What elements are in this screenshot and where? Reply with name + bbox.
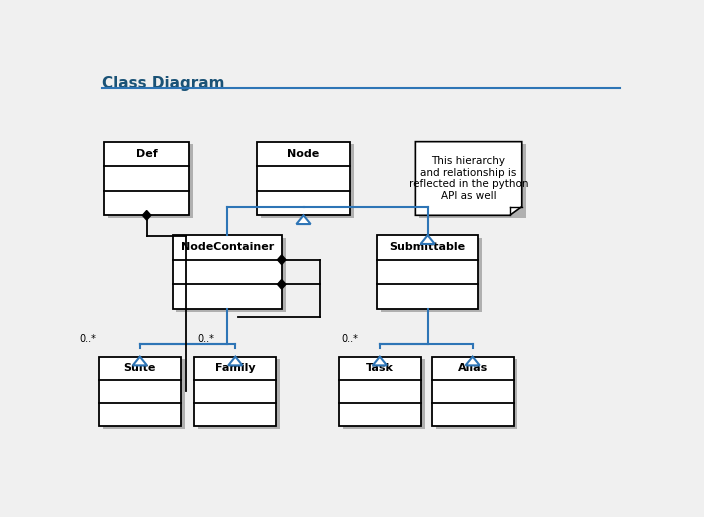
Polygon shape — [296, 215, 310, 224]
Polygon shape — [277, 280, 286, 289]
Polygon shape — [277, 255, 286, 265]
Bar — [261, 144, 353, 218]
Text: Class Diagram: Class Diagram — [101, 76, 224, 91]
Text: Submittable: Submittable — [389, 242, 466, 252]
Bar — [436, 359, 517, 429]
Text: Task: Task — [366, 363, 394, 373]
Text: 0..*: 0..* — [197, 333, 214, 344]
Text: 0..*: 0..* — [80, 333, 96, 344]
Text: Alias: Alias — [458, 363, 488, 373]
Text: 0..*: 0..* — [341, 333, 358, 344]
Polygon shape — [420, 235, 435, 244]
Polygon shape — [373, 357, 387, 366]
Bar — [199, 359, 280, 429]
Bar — [177, 238, 286, 312]
Bar — [432, 357, 514, 427]
Bar — [419, 144, 526, 218]
Polygon shape — [228, 357, 242, 366]
Bar — [257, 142, 350, 215]
Bar — [108, 144, 193, 218]
Text: This hierarchy
and relationship is
reflected in the python
API as well: This hierarchy and relationship is refle… — [409, 156, 528, 201]
Bar — [99, 357, 181, 427]
Bar — [194, 357, 276, 427]
Bar — [103, 359, 184, 429]
Polygon shape — [465, 357, 479, 366]
Bar — [172, 235, 282, 309]
Text: Def: Def — [136, 149, 158, 159]
Bar — [343, 359, 425, 429]
Polygon shape — [133, 357, 147, 366]
Text: Family: Family — [215, 363, 256, 373]
Polygon shape — [415, 142, 522, 215]
Text: Node: Node — [287, 149, 320, 159]
Text: Suite: Suite — [124, 363, 156, 373]
Bar — [381, 238, 482, 312]
Bar — [339, 357, 421, 427]
Bar — [104, 142, 189, 215]
Bar — [377, 235, 478, 309]
Polygon shape — [142, 210, 151, 220]
Text: NodeContainer: NodeContainer — [180, 242, 274, 252]
